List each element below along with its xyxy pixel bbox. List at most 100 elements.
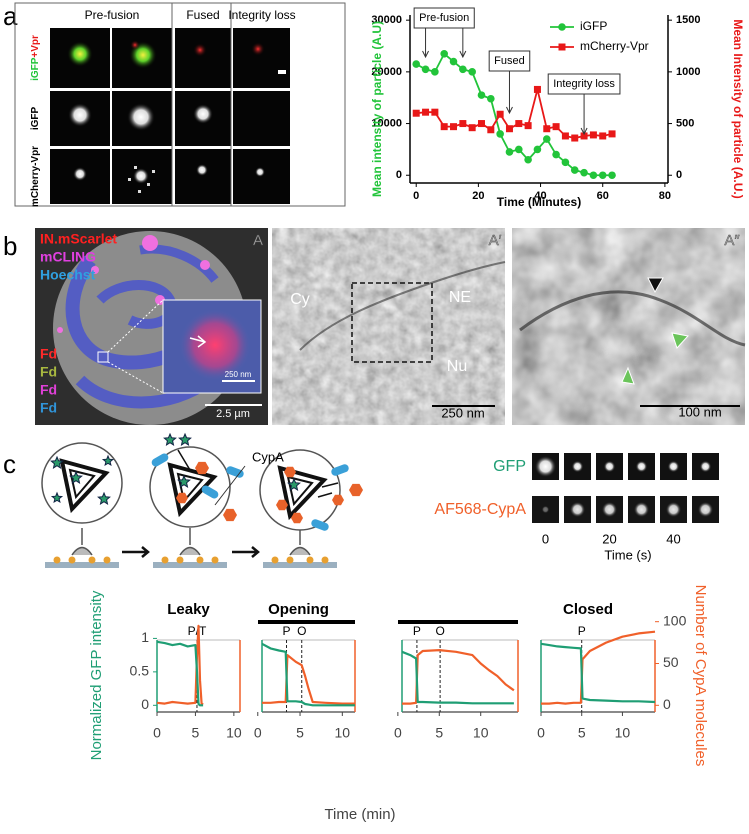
y2-tick-label: 500 [676,117,694,129]
data-point [542,135,551,143]
plot-title: Closed [563,601,613,618]
arrow-head [422,50,429,59]
surface [153,562,227,568]
arrow [232,546,260,558]
x-tick-label: 20 [472,190,484,202]
legend-label: iGFP [580,19,607,33]
y2-tick-label: 0 [676,169,682,181]
biotin [196,556,204,564]
x-tick-label: 80 [659,190,671,202]
y-tick-label: 0 [396,169,402,181]
cypa-hexagon [284,466,296,478]
data-point [459,120,467,128]
y-tick-label: 0.5 [130,663,150,679]
image-tag: A′ [489,232,502,249]
gfp-spot [635,460,648,473]
data-point [487,94,495,103]
data-point [561,158,570,167]
scale-label: 250 nm [225,370,252,379]
membrane [299,261,506,351]
data-point [580,168,588,177]
x-tick-label: 10 [226,725,242,741]
x-tick-label: 5 [435,725,443,741]
gfp-star [177,474,191,488]
frame-axis-label: Time (s) [604,547,651,562]
capsid-protein [311,519,329,531]
capsid-protein [151,453,169,467]
y2-axis-label: Mean Intensity of particle (A.U.) [731,19,745,198]
region-label: Nu [447,358,467,375]
x-tick-label: 0 [413,190,419,202]
biotin [176,556,184,564]
row-label-part: +Vpr [30,35,41,58]
data-point [487,126,495,134]
noise-pixel [134,166,137,169]
membrane-dot [57,327,63,333]
capsid [277,465,328,521]
data-point [543,125,551,133]
column-header: Fused [186,8,219,22]
biotin [53,556,61,564]
cypa-hexagon [176,492,188,504]
y2-tick-label: 100 [663,612,687,628]
cypa-spot [569,501,586,518]
data-point [459,65,467,74]
row-label-part: iGFP [30,57,41,81]
y-tick-label: 30000 [371,14,402,26]
biotin [286,556,294,564]
row-label-part: mCherry-Vpr [30,146,41,207]
data-point [440,123,448,131]
region-label: NE [449,289,471,306]
data-point [431,108,439,116]
fd-label: Fd [40,364,57,380]
annotation-text: Fused [494,55,525,67]
x-tick-label: 60 [597,190,609,202]
capsid-protein [201,485,219,499]
y2-tick-label: 50 [663,654,679,670]
data-point [450,123,458,131]
biotin [211,556,219,564]
fluorescent-spot [196,164,208,176]
event-label: P [578,624,586,638]
data-point [496,110,504,118]
scale-label: 2.5 µm [216,408,250,420]
series-line [415,52,613,177]
noise-pixel [138,190,141,193]
y-tick-label: 20000 [371,66,402,78]
y2-tick-label: 0 [663,696,671,712]
micrograph-cell [233,28,290,88]
data-point [412,109,420,117]
biotin [306,556,314,564]
data-point [524,155,532,164]
row-label: mCherry-Vpr [30,146,41,207]
capsid-inner [176,472,204,504]
virion [41,442,123,524]
stain-legend: Hoechst [40,267,96,283]
frame-tick: 20 [602,531,616,546]
column-header: Integrity loss [228,8,295,22]
scale-bar [278,70,286,74]
event-label: O [297,624,306,638]
data-point [515,120,523,128]
plot-title: Leaky [167,601,210,618]
x-tick-label: 10 [335,725,351,741]
data-point [505,125,513,133]
y-tick-label: 0 [141,696,149,712]
gfp-spot [667,460,680,473]
membrane-dot [142,235,158,251]
noise-pixel [128,178,131,181]
data-point [533,85,541,93]
fluorescent-spot [130,40,140,50]
arrow [122,546,150,558]
arrow-head [580,127,588,136]
noise-pixel [147,183,150,186]
fd-label: Fd [40,346,57,362]
annotation-text: Integrity loss [553,78,615,90]
x-tick-label: 5 [296,725,304,741]
capsid [167,462,218,518]
inset-signal [179,309,251,381]
legend-marker [558,43,566,51]
gfp-star [287,477,301,491]
x-tick-label: 40 [534,190,546,202]
